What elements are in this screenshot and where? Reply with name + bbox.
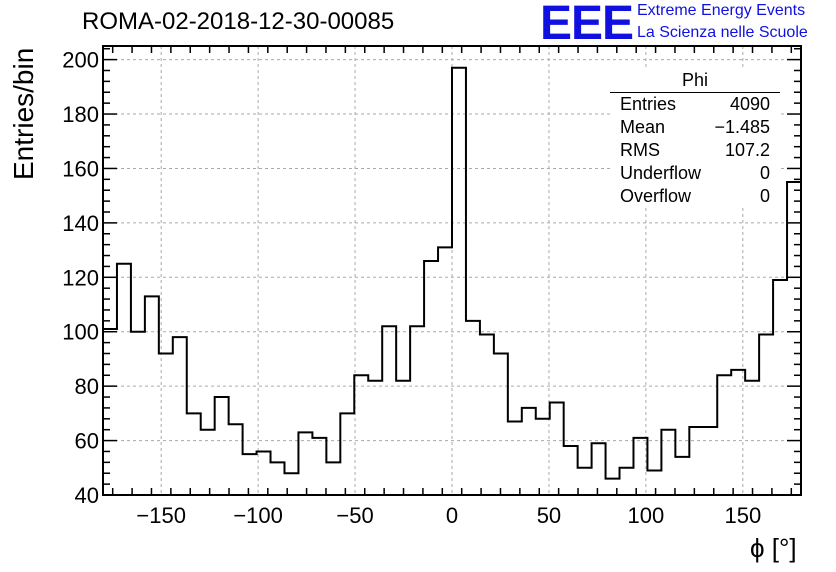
stats-value: 0 [759,186,770,206]
x-tick-label: 50 [537,503,561,528]
x-tick-label: −150 [136,503,186,528]
y-tick-label: 120 [62,265,99,290]
stats-box: Phi Entries 4090 Mean −1.485 RMS 107.2 U… [610,70,780,208]
y-tick-label: 200 [62,48,99,73]
stats-label: RMS [620,140,660,160]
y-tick-label: 80 [75,374,99,399]
stats-row-underflow: Underflow 0 [610,162,780,185]
stats-value: 4090 [729,94,770,114]
logo-line-1: Extreme Energy Events [637,2,806,19]
stats-label: Underflow [620,163,702,183]
axis-ticks [103,46,801,496]
stats-row-overflow: Overflow 0 [610,185,780,208]
plot-frame [102,45,802,496]
y-tick-label: 100 [62,320,99,345]
x-tick-label: −100 [233,503,283,528]
x-tick-label: 100 [628,503,665,528]
stats-label: Mean [620,117,666,137]
stats-row-entries: Entries 4090 [610,93,780,116]
stats-row-rms: RMS 107.2 [610,139,780,162]
x-tick-label: −50 [336,503,373,528]
y-tick-label: 40 [75,483,99,508]
histogram-line [103,66,801,480]
y-tick-label: 160 [62,156,99,181]
chart-title: ROMA-02-2018-12-30-00085 [82,8,395,35]
stats-title: Phi [610,70,780,93]
y-axis-label: Entries/bin [8,47,39,180]
eee-logo: EEE [540,0,634,50]
x-tick-label: 0 [446,503,458,528]
logo-line-2: La Scienza nelle Scuole [637,24,808,41]
y-tick-label: 60 [75,429,99,454]
y-tick-label: 180 [62,102,99,127]
axis-tick-labels: −150 −100 −50 0 50 100 150 40 60 80 100 120 140 160 18… [62,48,761,528]
y-tick-label: 140 [62,211,99,236]
stats-value: −1.485 [714,117,770,137]
stats-value: 0 [759,163,770,183]
stats-label: Entries [620,94,677,114]
stats-row-mean: Mean −1.485 [610,116,780,139]
stats-label: Overflow [620,186,692,206]
stats-value: 107.2 [724,140,770,160]
x-axis-label: ϕ [°] [750,533,797,563]
x-tick-label: 150 [724,503,761,528]
